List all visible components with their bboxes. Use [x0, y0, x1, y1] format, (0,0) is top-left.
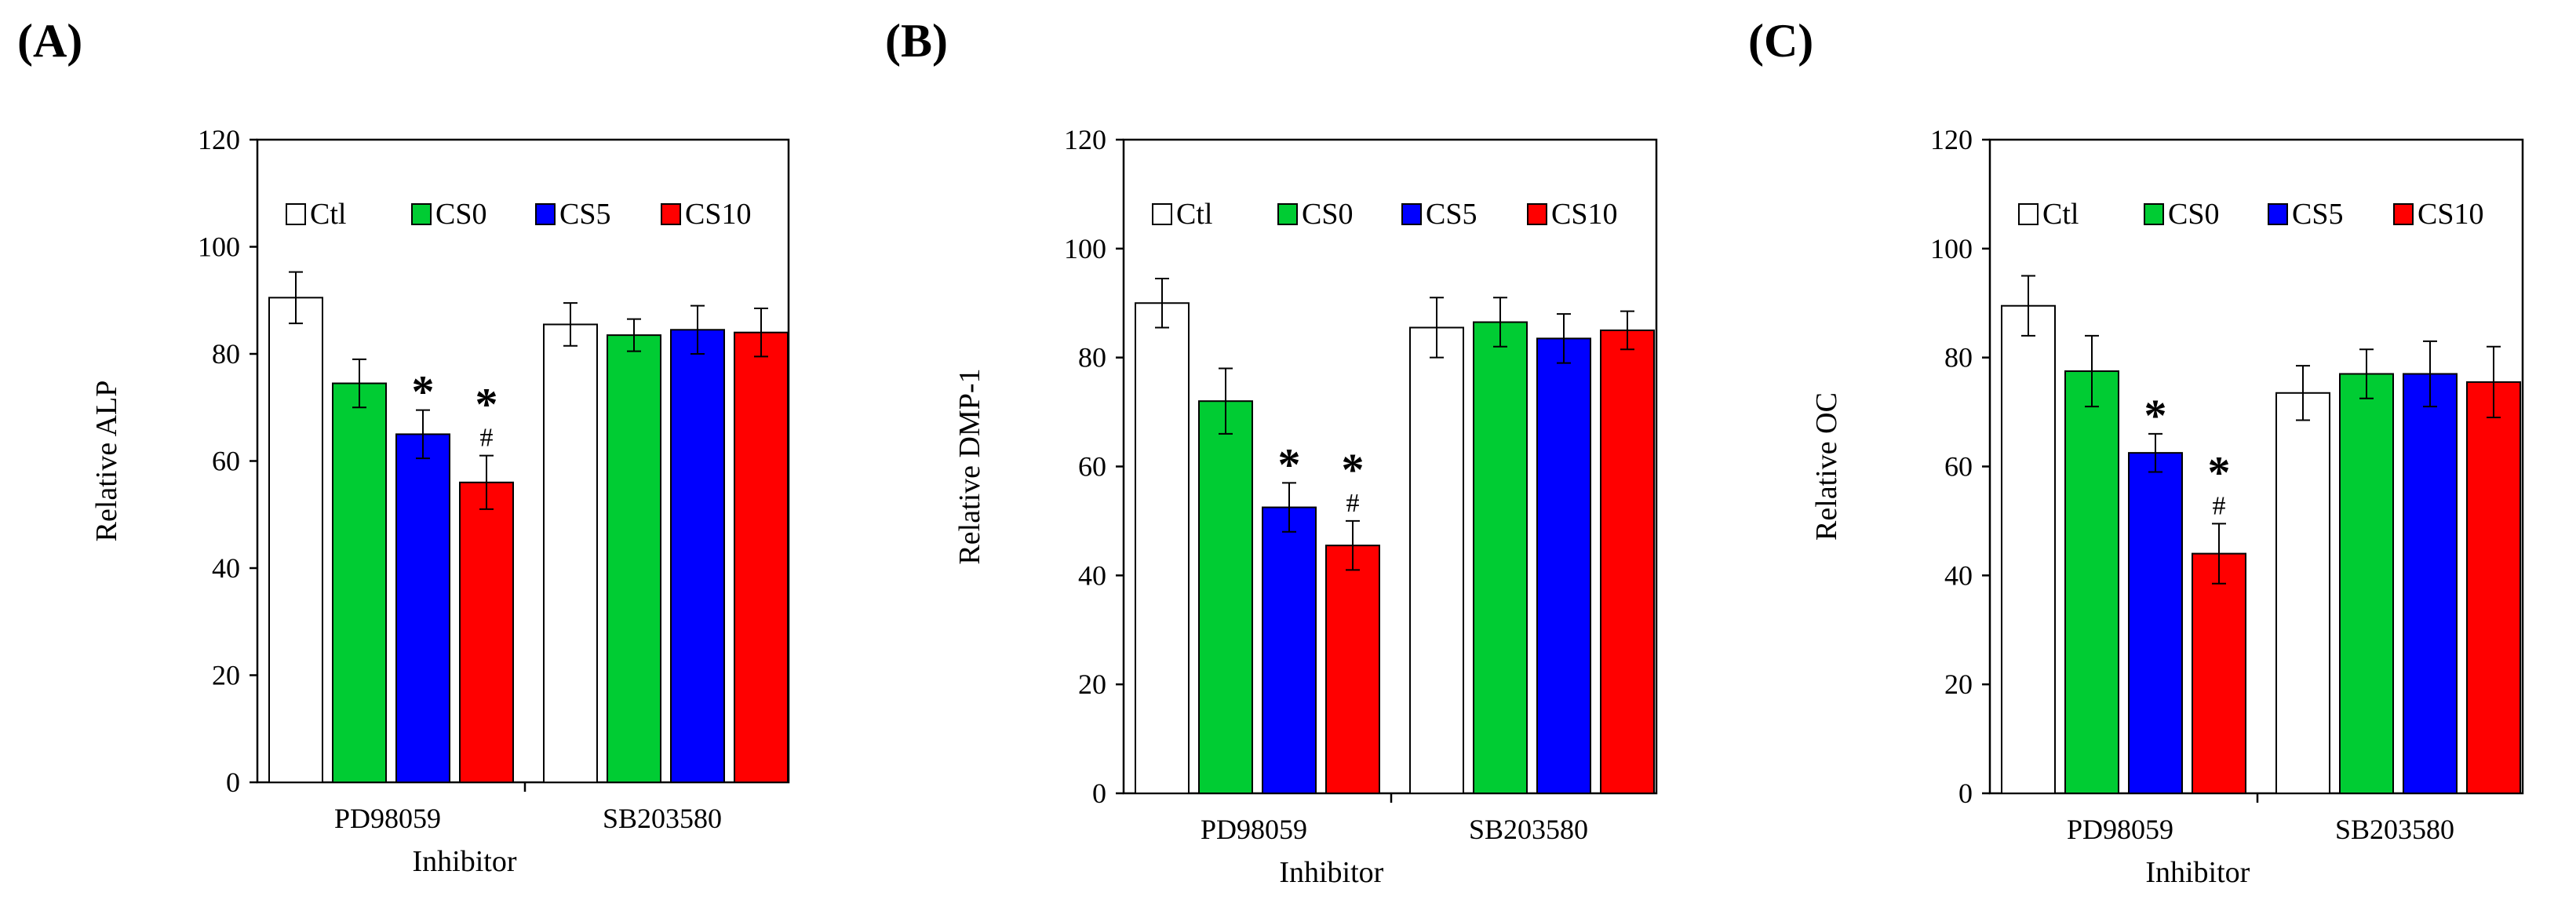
significance-mark: # — [480, 424, 494, 453]
bar-cs5 — [2128, 452, 2183, 794]
y-tick-label: 20 — [212, 660, 240, 691]
legend-swatch — [2268, 203, 2288, 225]
y-tick-label: 60 — [1078, 451, 1106, 483]
bar-cs5 — [1262, 506, 1317, 794]
bar-ctl — [268, 297, 323, 783]
bar-cs5 — [395, 433, 450, 783]
bar-cs5 — [1536, 337, 1591, 794]
legend-label: CS10 — [2418, 198, 2483, 231]
panel-label: (C) — [1748, 15, 1813, 67]
x-axis-title: Inhibitor — [413, 845, 517, 878]
x-tick-label: PD98059 — [1201, 814, 1307, 845]
significance-mark: # — [2213, 491, 2226, 520]
bar-cs10 — [1325, 545, 1380, 794]
y-axis-title: Relative DMP-1 — [953, 368, 986, 564]
legend-label: Ctl — [2042, 198, 2079, 231]
bar-cs5 — [2403, 373, 2458, 795]
significance-mark: # — [1346, 489, 1360, 518]
y-tick-label: 100 — [198, 231, 240, 263]
y-axis-title: Relative OC — [1810, 392, 1843, 541]
bar-cs10 — [2192, 552, 2246, 794]
y-tick-label: 120 — [1930, 124, 1973, 155]
legend-label: CS0 — [2168, 198, 2219, 231]
y-tick-label: 0 — [1958, 778, 1973, 809]
x-tick-label: SB203580 — [2335, 814, 2454, 845]
significance-mark: * — [1342, 444, 1365, 495]
legend-label: Ctl — [310, 198, 346, 231]
bar-ctl — [2275, 392, 2330, 794]
chart-panel-a: (A) 0 20 40 60 80 100 120 Relative ALP PD98059 SB2… — [17, 15, 790, 878]
bar-cs10 — [734, 331, 789, 783]
legend-swatch — [2018, 203, 2039, 225]
y-tick-label: 120 — [1064, 124, 1106, 155]
legend-label: CS5 — [2292, 198, 2343, 231]
y-tick-label: 60 — [212, 446, 240, 477]
legend-swatch — [411, 203, 432, 225]
significance-mark: * — [412, 366, 435, 417]
bar-ctl — [1135, 302, 1190, 794]
legend-label: CS5 — [1426, 198, 1477, 231]
bar-cs0 — [2064, 370, 2119, 795]
x-tick-label: PD98059 — [2067, 814, 2173, 845]
legend-swatch — [1277, 203, 1298, 225]
legend-swatch — [535, 203, 556, 225]
y-tick-label: 40 — [212, 552, 240, 584]
x-tick-label: SB203580 — [603, 803, 722, 834]
y-tick-label: 40 — [1078, 559, 1106, 591]
bar-cs5 — [670, 329, 725, 784]
bar-ctl — [1409, 326, 1464, 794]
legend-swatch — [1527, 203, 1547, 225]
legend-label: CS10 — [1551, 198, 1617, 231]
bar-ctl — [2001, 304, 2056, 794]
bar-cs10 — [459, 481, 514, 783]
x-axis-title: Inhibitor — [2145, 856, 2250, 889]
y-tick-label: 100 — [1930, 233, 1973, 264]
bar-ctl — [543, 323, 598, 783]
y-tick-label: 20 — [1944, 669, 1973, 700]
y-tick-label: 80 — [212, 338, 240, 370]
legend-swatch — [286, 203, 306, 225]
y-tick-label: 0 — [1092, 778, 1106, 809]
legend-swatch — [1401, 203, 1422, 225]
x-axis-title: Inhibitor — [1279, 856, 1383, 889]
bar-cs10 — [2466, 381, 2521, 794]
legend-label: CS10 — [685, 198, 751, 231]
bar-cs0 — [607, 334, 661, 783]
legend-label: CS0 — [1302, 198, 1353, 231]
y-tick-label: 0 — [226, 767, 240, 798]
bar-cs0 — [332, 382, 387, 783]
y-tick-label: 120 — [198, 124, 240, 155]
legend-swatch — [661, 203, 681, 225]
panel-label: (B) — [885, 15, 948, 67]
chart-panel-c: (C) 0 20 40 60 80 100 120 Relative OC PD98059 SB20… — [1748, 15, 2524, 889]
bar-cs10 — [1600, 329, 1655, 795]
significance-mark: * — [475, 379, 498, 430]
y-tick-label: 80 — [1944, 342, 1973, 374]
significance-mark: * — [2208, 446, 2231, 497]
significance-mark: * — [2144, 390, 2167, 441]
y-tick-label: 80 — [1078, 342, 1106, 374]
legend-swatch — [2144, 203, 2164, 225]
y-tick-label: 20 — [1078, 669, 1106, 700]
y-tick-label: 100 — [1064, 233, 1106, 264]
bar-cs0 — [1473, 321, 1528, 794]
x-tick-label: SB203580 — [1469, 814, 1588, 845]
x-tick-label: PD98059 — [334, 803, 441, 834]
legend-swatch — [1152, 203, 1172, 225]
panel-label: (A) — [17, 15, 82, 67]
y-tick-label: 40 — [1944, 559, 1973, 591]
y-axis-title: Relative ALP — [90, 381, 123, 542]
legend-label: CS5 — [559, 198, 610, 231]
chart-panel-b: (B) 0 20 40 60 80 100 120 Relative DMP-1 PD98059 S… — [885, 15, 1658, 889]
legend-label: Ctl — [1176, 198, 1212, 231]
bar-cs0 — [2339, 373, 2394, 795]
bar-cs0 — [1198, 400, 1253, 794]
legend-label: CS0 — [435, 198, 486, 231]
significance-mark: * — [1278, 439, 1301, 490]
y-tick-label: 60 — [1944, 451, 1973, 483]
legend-swatch — [2393, 203, 2414, 225]
